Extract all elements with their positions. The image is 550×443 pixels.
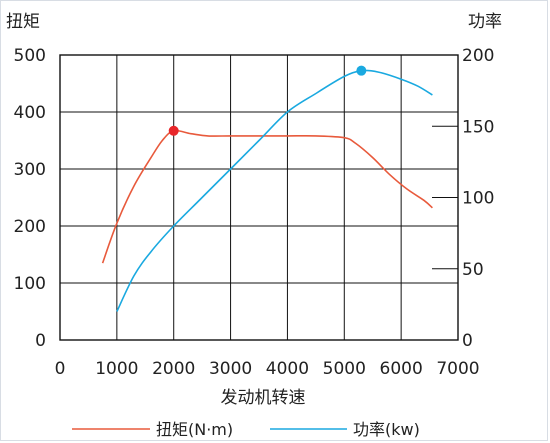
- x-tick-label: 2000: [152, 359, 195, 379]
- legend-label-torque: 扭矩(N·m): [156, 420, 233, 439]
- right-axis-tick-marks: [432, 125, 458, 270]
- y-tick-label-right: 100: [462, 189, 494, 209]
- x-tick-label: 0: [55, 359, 66, 379]
- y-tick-label-left: 100: [14, 274, 46, 294]
- peak-marker-power: [356, 65, 367, 76]
- y-tick-label-left: 300: [14, 160, 46, 180]
- y-tick-label-right: 0: [462, 331, 473, 351]
- y-tick-label-right: 200: [462, 46, 494, 66]
- x-tick-label: 5000: [323, 359, 366, 379]
- grid: [59, 54, 459, 341]
- y-tick-label-left: 200: [14, 217, 46, 237]
- series-line-power: [116, 69, 433, 312]
- x-tick-label: 1000: [95, 359, 138, 379]
- legend-label-power: 功率(kw): [353, 420, 420, 439]
- x-tick-label: 7000: [436, 359, 479, 379]
- series-layer: [101, 65, 433, 312]
- x-tick-label: 3000: [209, 359, 252, 379]
- y-axis-label-left: 扭矩: [6, 12, 40, 32]
- y-tick-label-left: 0: [35, 331, 46, 351]
- series-line-torque: [101, 129, 433, 264]
- x-tick-label: 4000: [266, 359, 309, 379]
- plot-frame: [59, 54, 459, 341]
- y-tick-label-right: 50: [462, 260, 484, 280]
- x-axis-label: 发动机转速: [221, 388, 306, 408]
- legend: 扭矩(N·m) 功率(kw): [72, 420, 420, 439]
- x-tick-label: 6000: [380, 359, 423, 379]
- y-axis-label-right: 功率: [468, 12, 502, 32]
- y-tick-label-right: 150: [462, 117, 494, 137]
- peak-marker-torque: [168, 125, 179, 136]
- y-tick-label-left: 500: [14, 46, 46, 66]
- y-tick-label-left: 400: [14, 103, 46, 123]
